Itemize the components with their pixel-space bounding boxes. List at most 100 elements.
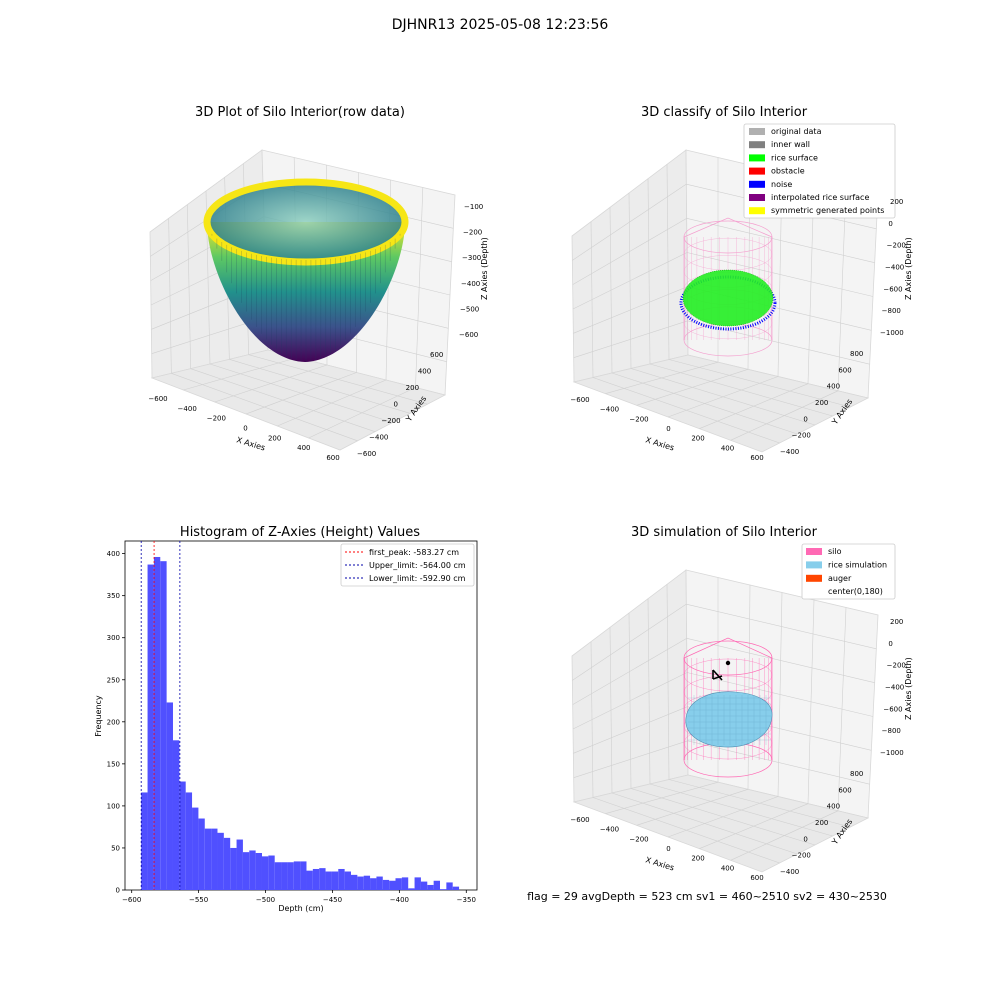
ytick-label: −600 xyxy=(357,450,376,458)
xtick-label: 0 xyxy=(666,845,670,853)
histogram-bar xyxy=(300,861,307,890)
histogram-bar xyxy=(433,880,440,890)
ytick-label: −400 xyxy=(780,868,799,876)
ytick-label: 600 xyxy=(838,786,851,794)
raw-tick-labels: −600 −400 −200 0 200 400 600 −600 −400 −200 0 200 40… xyxy=(148,203,483,462)
panel-classify-title: 3D classify of Silo Interior xyxy=(641,105,808,120)
histogram-bar xyxy=(172,740,180,890)
histogram-bar xyxy=(370,878,377,890)
ztick-label: 200 xyxy=(890,198,903,206)
histogram-bar xyxy=(274,862,282,890)
histogram-bar xyxy=(255,852,262,890)
histogram-bar xyxy=(363,875,371,890)
legend-label: center(0,180) xyxy=(828,587,883,596)
histogram-bar xyxy=(211,828,218,890)
legend-swatch xyxy=(749,141,765,149)
histogram-bar xyxy=(160,561,167,890)
histogram-bar xyxy=(166,702,173,890)
histogram-xtick-label: −400 xyxy=(390,896,409,904)
ztick-label: −600 xyxy=(883,705,902,713)
legend-swatch xyxy=(749,154,765,162)
histogram-ytick-label: 350 xyxy=(107,592,120,600)
histogram-bar xyxy=(281,862,288,890)
xtick-label: 200 xyxy=(268,434,281,442)
panel-histogram: Histogram of Z-Axies (Height) Values −60… xyxy=(94,525,478,913)
xtick-label: −600 xyxy=(570,396,589,404)
histogram-bar xyxy=(414,877,421,890)
histogram-ytick-label: 400 xyxy=(107,550,120,558)
histogram-bar xyxy=(242,852,250,890)
histogram-bar xyxy=(217,832,224,890)
histogram-bar xyxy=(147,564,154,890)
legend-swatch xyxy=(749,207,765,215)
ztick-label: 0 xyxy=(888,640,892,648)
histogram-title: Histogram of Z-Axies (Height) Values xyxy=(180,525,420,540)
ztick-label: −200 xyxy=(463,229,482,237)
ztick-label: −600 xyxy=(459,331,478,339)
panel-simulation-title: 3D simulation of Silo Interior xyxy=(631,525,818,540)
histogram-bar xyxy=(192,807,199,890)
xtick-label: 400 xyxy=(721,864,734,872)
histogram-legend-label: first_peak: -583.27 cm xyxy=(369,548,459,557)
panel-raw-title: 3D Plot of Silo Interior(row data) xyxy=(195,105,405,120)
legend-label: silo xyxy=(828,547,842,556)
xtick-label: 0 xyxy=(666,425,670,433)
ytick-label: 400 xyxy=(827,383,840,391)
histogram-bar xyxy=(179,781,186,890)
panel-raw: 3D Plot of Silo Interior(row data) −600 −… xyxy=(148,105,489,462)
raw-xlabel: X Axies xyxy=(235,435,266,452)
ytick-label: −200 xyxy=(381,417,400,425)
histogram-bar xyxy=(439,889,447,890)
histogram-bar xyxy=(153,556,161,890)
simulation-stats-footer: flag = 29 avgDepth = 523 cm sv1 = 460~25… xyxy=(527,890,887,903)
ytick-label: 200 xyxy=(815,399,828,407)
histogram-legend-label: Lower_limit: -592.90 cm xyxy=(369,574,466,583)
legend-swatch xyxy=(749,128,765,135)
xtick-label: −200 xyxy=(207,415,226,423)
ytick-label: 200 xyxy=(406,384,419,392)
histogram-xlabel: Depth (cm) xyxy=(278,904,323,913)
panel-classify: 3D classify of Silo Interior original da… xyxy=(570,105,913,462)
histogram-bar xyxy=(395,878,402,890)
ztick-label: −500 xyxy=(460,305,479,313)
ztick-label: −1000 xyxy=(880,749,904,757)
legend-label: auger xyxy=(828,574,852,583)
histogram-bar xyxy=(420,881,428,890)
legend-label: obstacle xyxy=(771,167,805,176)
classify-xlabel: X Axies xyxy=(644,435,675,452)
histogram-bar xyxy=(236,839,243,890)
ztick-label: −400 xyxy=(461,280,480,288)
ztick-label: −100 xyxy=(464,203,483,211)
xtick-label: 200 xyxy=(691,855,704,863)
histogram-ytick-label: 200 xyxy=(107,718,120,726)
histogram-bar xyxy=(223,837,231,890)
xtick-label: −400 xyxy=(600,826,619,834)
ztick-label: −400 xyxy=(885,684,904,692)
histogram-legend: first_peak: -583.27 cm Upper_limit: -564.… xyxy=(340,543,475,587)
histogram-bar xyxy=(293,861,301,890)
histogram-ytick-label: 300 xyxy=(107,634,120,642)
histogram-bar xyxy=(287,862,294,890)
xtick-label: 600 xyxy=(750,454,763,462)
histogram-bar xyxy=(249,850,256,890)
ytick-label: −400 xyxy=(369,434,388,442)
histogram-bar xyxy=(312,868,320,890)
ztick-label: −200 xyxy=(887,662,906,670)
simulation-center-point xyxy=(725,660,731,666)
histogram-bar xyxy=(331,871,339,890)
xtick-label: −200 xyxy=(629,835,648,843)
histogram-bar xyxy=(141,792,148,890)
ytick-label: 200 xyxy=(815,819,828,827)
ytick-label: 600 xyxy=(838,366,851,374)
classify-zlabel: Z Axies (Depth) xyxy=(904,237,913,300)
ytick-label: −400 xyxy=(780,448,799,456)
histogram-bar xyxy=(452,886,460,890)
ztick-label: −1000 xyxy=(880,329,904,337)
histogram-bar xyxy=(446,882,453,890)
xtick-label: 200 xyxy=(691,435,704,443)
histogram-xtick-label: −550 xyxy=(189,896,208,904)
raw-zlabel: Z Axies (Depth) xyxy=(480,237,489,300)
histogram-ytick-label: 50 xyxy=(111,844,120,852)
legend-swatch xyxy=(806,574,822,582)
xtick-label: −200 xyxy=(629,415,648,423)
